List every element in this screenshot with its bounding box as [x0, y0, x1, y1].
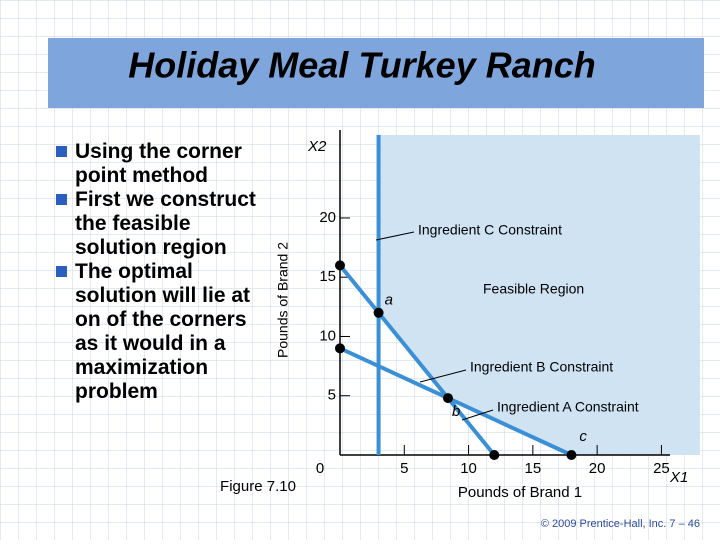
x-tick-label: 25 [653, 460, 670, 477]
intercept-point [489, 450, 500, 460]
region-label: Feasible Region [483, 281, 584, 297]
y-tick-label: 20 [319, 209, 336, 226]
corner-point [566, 450, 577, 460]
corner-label: b [452, 403, 460, 420]
corner-label: c [579, 428, 587, 445]
x-tick-label: 15 [525, 460, 542, 477]
intercept-point [335, 343, 345, 354]
x-axis-label: Pounds of Brand 1 [458, 484, 582, 501]
feasible-region [378, 135, 700, 455]
bullet-marker [56, 146, 67, 157]
bullet-text: Using the corner point method [75, 140, 242, 187]
bullet-text: The optimal solution will lie at on of the… [75, 260, 250, 403]
arrow [375, 231, 415, 241]
y-tick-label: 15 [319, 268, 336, 285]
constraint-line [339, 346, 573, 457]
corner-label: a [385, 292, 393, 309]
y-tick-label: 5 [328, 387, 336, 404]
slide-title: Holiday Meal Turkey Ranch [128, 45, 596, 86]
constraint-label: Ingredient C Constraint [418, 222, 562, 238]
constraint-line [338, 264, 496, 457]
corner-point [443, 393, 453, 404]
x-tick-label: 10 [460, 460, 477, 477]
constraint-label: Ingredient B Constraint [470, 359, 613, 375]
bullet-text: First we construct the feasible solution r… [75, 188, 256, 259]
constraint-label: Ingredient A Constraint [497, 399, 639, 415]
footer: © 2009 Prentice-Hall, Inc. 7 – 46 [541, 518, 700, 530]
title-band [48, 38, 704, 108]
x-tick-label: 20 [589, 460, 606, 477]
x-axis-symbol: X1 [669, 469, 688, 486]
figure-caption: Figure 7.10 [220, 478, 296, 495]
y-axis-label: Pounds of Brand 2 [275, 242, 291, 358]
intercept-point [335, 260, 345, 271]
figure: 5 10 15 20 0 5 10 15 20 25 X2 X1 Pounds of Brand 1 Po… [275, 130, 700, 501]
arrow [419, 369, 467, 383]
arrow [461, 409, 494, 421]
x-tick-label: 5 [400, 460, 408, 477]
corner-point [373, 307, 384, 318]
x-tick-label: 0 [316, 460, 324, 477]
bullet-marker [56, 266, 67, 277]
y-tick-label: 10 [319, 327, 336, 344]
bullet-marker [56, 194, 67, 205]
y-axis-symbol: X2 [307, 138, 327, 155]
